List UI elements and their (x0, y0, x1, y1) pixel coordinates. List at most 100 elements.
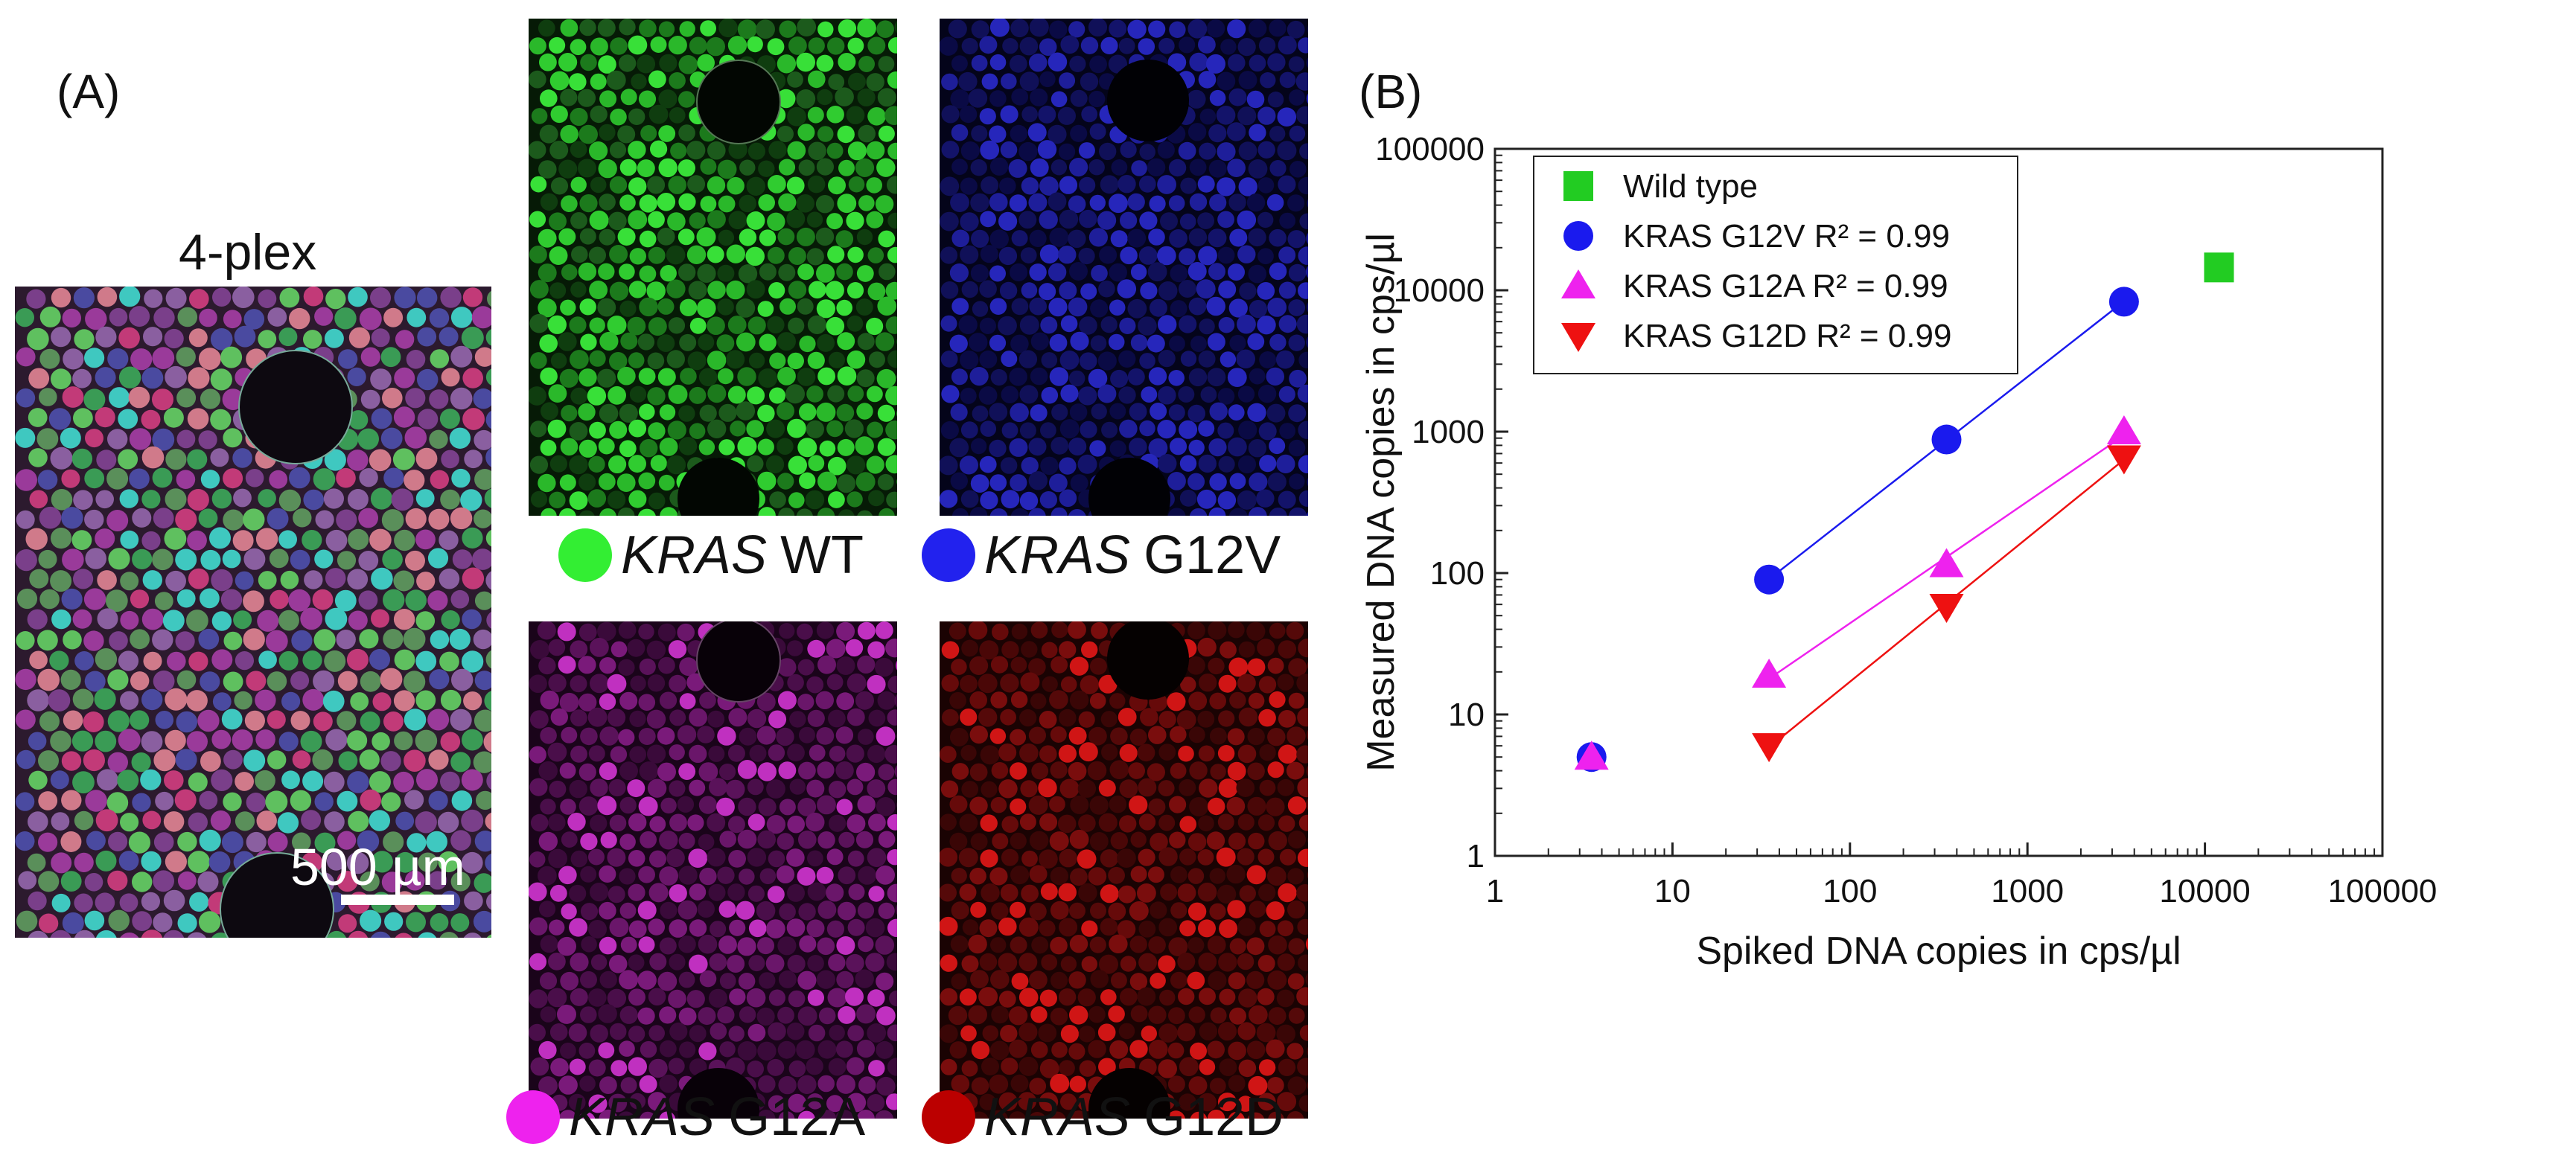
channel-color-dot (922, 528, 975, 582)
droplet (1039, 244, 1059, 264)
droplet (439, 932, 459, 938)
droplet (1157, 246, 1176, 266)
droplet (550, 105, 568, 124)
droplet (1028, 508, 1046, 516)
droplet (570, 281, 587, 298)
droplet (118, 327, 140, 349)
droplet (1278, 36, 1297, 55)
droplet (118, 449, 138, 470)
droplet (787, 674, 804, 691)
droplet (1020, 672, 1040, 692)
droplet (1078, 386, 1097, 406)
droplet (989, 334, 1007, 351)
droplet (698, 934, 718, 954)
droplet (348, 287, 368, 307)
droplet (637, 901, 657, 920)
data-point (1931, 424, 1962, 455)
x-tick-label: 100000 (2328, 873, 2438, 909)
droplet (1050, 936, 1068, 955)
droplet (726, 280, 745, 300)
droplet (799, 335, 816, 353)
droplet (580, 903, 599, 921)
droplet (1140, 282, 1158, 300)
droplet (590, 105, 608, 124)
droplet (578, 473, 596, 491)
droplet (1070, 868, 1088, 886)
droplet (739, 228, 757, 246)
droplet (372, 732, 390, 751)
droplet (768, 710, 787, 729)
droplet (758, 368, 778, 388)
droplet (707, 710, 725, 728)
droplet (83, 711, 104, 732)
droplet (155, 791, 174, 810)
droplet (1138, 813, 1156, 831)
droplet (827, 988, 847, 1008)
droplet (449, 427, 471, 449)
droplet (347, 569, 369, 590)
droplet (699, 867, 717, 886)
droplet (1228, 54, 1246, 72)
droplet (37, 668, 60, 691)
droplet (1069, 935, 1088, 953)
droplet (989, 728, 1007, 744)
droplet (51, 893, 71, 912)
droplet (608, 1093, 628, 1113)
well-mark (696, 60, 781, 144)
droplet (1138, 316, 1157, 336)
droplet (223, 428, 243, 448)
droplet (960, 245, 979, 264)
droplet (940, 281, 959, 299)
x-axis-label: Spiked DNA copies in cps/µl (1696, 930, 2181, 973)
droplet (817, 126, 834, 142)
droplet (639, 761, 659, 781)
droplet (85, 548, 106, 569)
droplet (222, 549, 241, 569)
droplet (85, 790, 107, 812)
droplet (658, 158, 678, 178)
droplet (540, 193, 558, 211)
droplet (816, 727, 835, 745)
droplet (96, 930, 117, 938)
droplet (1197, 882, 1217, 902)
droplet (200, 751, 221, 772)
droplet (1089, 55, 1107, 74)
droplet (1217, 1093, 1237, 1112)
droplet (979, 350, 998, 368)
droplet (1189, 159, 1207, 176)
droplet (558, 228, 576, 246)
droplet (578, 124, 598, 144)
droplet (1148, 20, 1166, 38)
droplet (708, 988, 728, 1008)
droplet (689, 883, 707, 901)
droplet (95, 809, 118, 832)
droplet (660, 507, 678, 516)
droplet (141, 490, 161, 509)
droplet (314, 307, 334, 326)
droplet (1209, 194, 1227, 211)
droplet (628, 141, 646, 159)
droplet (278, 530, 297, 549)
droplet (450, 307, 473, 328)
droplet (768, 282, 785, 299)
droplet (1199, 1022, 1218, 1040)
droplet (580, 727, 598, 746)
droplet (1041, 954, 1058, 970)
droplet (1148, 936, 1166, 954)
droplet (1049, 367, 1069, 386)
droplet (847, 282, 864, 299)
droplet (548, 953, 566, 970)
droplet (1167, 1075, 1185, 1093)
droplet (107, 669, 129, 691)
droplet (1119, 317, 1136, 334)
droplet (15, 549, 37, 572)
droplet (1068, 726, 1087, 745)
droplet (887, 176, 897, 194)
droplet (440, 732, 461, 752)
droplet (788, 317, 805, 334)
scale-bar (341, 895, 454, 905)
droplet (887, 778, 897, 796)
droplet (63, 348, 84, 370)
droplet (777, 125, 794, 143)
droplet (896, 410, 897, 417)
